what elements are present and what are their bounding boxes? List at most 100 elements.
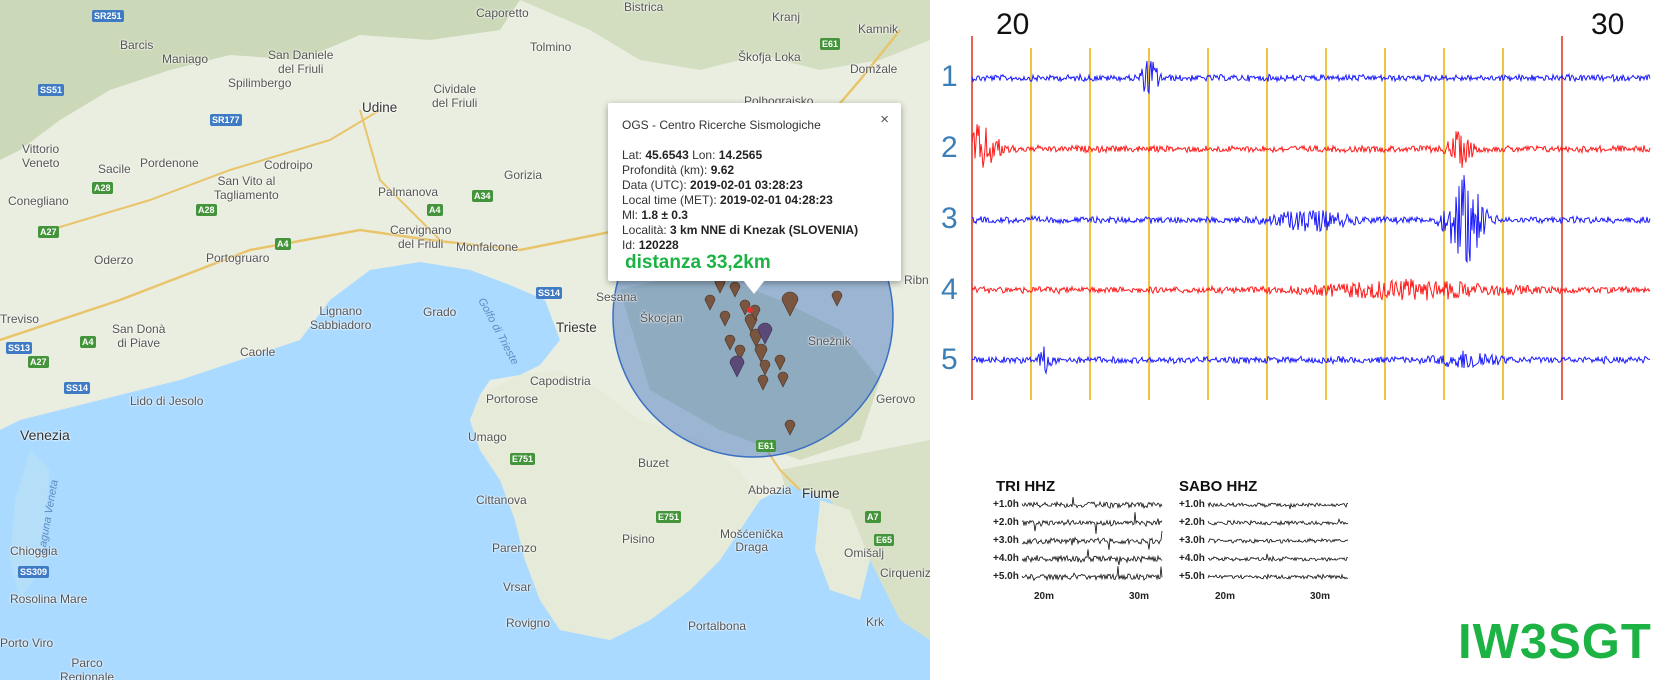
id-value: 120228	[638, 238, 679, 252]
road-shield: A4	[80, 336, 96, 348]
helicorder-trace	[1021, 566, 1163, 582]
road-shield: E61	[820, 38, 841, 50]
place-label: Cervignano del Friuli	[390, 223, 452, 251]
place-label: Sacile	[98, 162, 131, 176]
road-shield: SR177	[210, 114, 242, 126]
road-shield: A7	[865, 511, 881, 523]
place-label: Vrsar	[503, 580, 532, 594]
station-title: TRI HHZ	[996, 478, 1056, 495]
map-view[interactable]: Caporetto Bistrica Kranj Kamnik Barcis M…	[0, 0, 930, 680]
axis-label: 20m	[1034, 591, 1055, 602]
callsign-logo: IW3SGT	[1458, 615, 1652, 669]
depth-label: Profondità (km):	[622, 163, 711, 177]
id-label: Id:	[622, 238, 639, 252]
popup-tail	[743, 280, 765, 294]
place-label: Rosolina Mare	[10, 592, 88, 606]
place-label: Monfalcone	[456, 240, 519, 254]
place-label: San Vito al Tagliamento	[214, 174, 279, 202]
place-label: Umago	[468, 430, 507, 444]
place-label: Omišalj	[844, 546, 885, 560]
place-label: Capodistria	[530, 374, 591, 388]
road-shield: SR251	[92, 10, 124, 22]
place-label: Spilimbergo	[228, 76, 292, 90]
place-label: Venezia	[20, 427, 70, 443]
place-label: Trieste	[556, 320, 597, 335]
popup-line-magnitude: Ml: 1.8 ± 0.3	[622, 208, 858, 223]
road-shield: SS51	[38, 84, 65, 96]
road-shield: A34	[472, 190, 493, 202]
hour-label: +3.0h	[993, 535, 1019, 546]
channel-label: 4	[941, 273, 958, 306]
lon-label: Lon:	[688, 148, 719, 162]
channel-trace	[971, 346, 1651, 376]
road-shield: E65	[874, 534, 895, 546]
minute-label-end: 30	[1591, 8, 1625, 41]
lat-label: Lat:	[622, 148, 646, 162]
place-label: Gorizia	[504, 168, 543, 182]
hour-label: +4.0h	[993, 553, 1019, 564]
popup-line-id: Id: 120228	[622, 238, 858, 253]
minute-label-start: 20	[996, 8, 1030, 41]
road-shield: A4	[275, 238, 291, 250]
road-shield: A27	[38, 226, 59, 238]
place-label: Chioggia	[10, 544, 58, 558]
channel-trace	[971, 278, 1651, 301]
place-label: Abbazia	[748, 483, 792, 497]
road-shield: A28	[92, 182, 113, 194]
place-label: Rovigno	[506, 616, 551, 630]
hour-label: +1.0h	[1179, 499, 1205, 510]
place-label: Udine	[362, 100, 398, 115]
hour-label: +2.0h	[993, 517, 1019, 528]
local-label: Local time (MET):	[622, 193, 721, 207]
popup-line-local: Local time (MET): 2019-02-01 04:28:23	[622, 193, 858, 208]
road-shield: E751	[510, 453, 536, 465]
station-title: SABO HHZ	[1179, 478, 1258, 495]
utc-label: Data (UTC):	[622, 178, 691, 192]
local-value: 2019-02-01 04:28:23	[720, 193, 833, 207]
place-label: Škofja Loka	[738, 50, 801, 64]
popup-line-utc: Data (UTC): 2019-02-01 03:28:23	[622, 178, 858, 193]
place-label: Snežnik	[808, 334, 851, 348]
place-label: Cividale del Friuli	[432, 82, 478, 110]
popup-line-depth: Profondità (km): 9.62	[622, 163, 858, 178]
place-label: Vittorio Veneto	[22, 142, 60, 170]
helicorder-trace	[1207, 518, 1349, 527]
helicorder-trace	[1021, 512, 1163, 534]
place-label: Caporetto	[476, 6, 529, 20]
helicorder-trace	[1021, 530, 1163, 550]
channel-label: 5	[941, 343, 958, 376]
channel-trace	[971, 124, 1651, 168]
place-label: Portogruaro	[206, 251, 270, 265]
place-label: Treviso	[0, 312, 39, 326]
place-label: Portorose	[486, 392, 539, 406]
place-label: Pordenone	[140, 156, 199, 170]
distance-text: distanza 33,2km	[625, 252, 771, 273]
place-label: Mošćenička Draga	[720, 527, 784, 554]
road-shield: A4	[427, 204, 443, 216]
hour-label: +5.0h	[1179, 571, 1205, 582]
seismogram-traces	[971, 36, 1651, 400]
place-label: Cittanova	[476, 493, 527, 507]
place-label: Ribn	[904, 273, 929, 287]
place-label: Conegliano	[8, 194, 69, 208]
seismogram-panel: 20 30 1 2 3 4 5 TRI HHZ SABO HHZ +1.0h +…	[930, 0, 1655, 680]
channel-label: 3	[941, 202, 958, 235]
place-label: Porto Viro	[0, 636, 54, 650]
channel-label: 1	[941, 60, 958, 93]
popup-line-location: Località: 3 km NNE di Knezak (SLOVENIA)	[622, 223, 858, 238]
location-label: Località:	[622, 223, 671, 237]
channel-trace	[971, 175, 1651, 264]
place-label: Domžale	[850, 62, 898, 76]
place-label: Sesana	[596, 290, 637, 304]
road-shield: E61	[756, 440, 777, 452]
close-icon[interactable]: ×	[880, 111, 889, 128]
channel-trace	[971, 60, 1651, 95]
place-label: Barcis	[120, 38, 154, 52]
helicorder-trace	[1207, 501, 1349, 510]
earthquake-pins	[704, 277, 843, 436]
place-label: Lignano Sabbiadoro	[310, 304, 372, 332]
place-label: Škocjan	[640, 311, 683, 325]
popup-title: OGS - Centro Ricerche Sismologiche	[622, 118, 821, 132]
lon-value: 14.2565	[718, 148, 763, 162]
channel-label: 2	[941, 131, 958, 164]
